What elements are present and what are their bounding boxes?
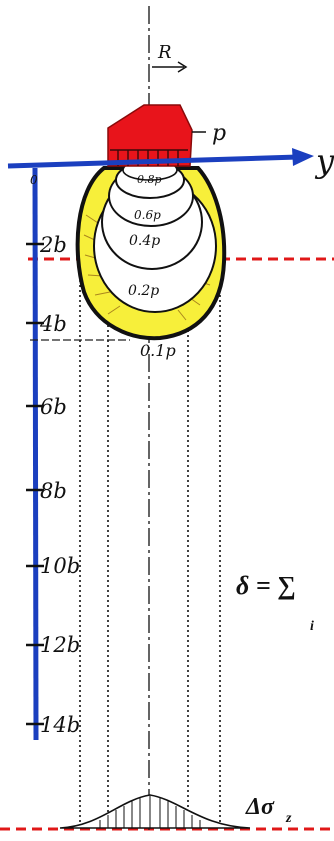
radius-dimension (152, 61, 188, 73)
depth-axis (32, 167, 39, 741)
isobar-label-0-6p: 0.6p (134, 208, 161, 222)
y-axis-label: y (314, 142, 334, 180)
depth-tick-8b: 8b (40, 479, 67, 503)
depth-tick-10b: 10b (40, 554, 80, 578)
depth-tick-2b: 2b (39, 233, 67, 257)
depth-tick-4b: 4b (39, 312, 67, 336)
stress-label-subscript: z (285, 811, 292, 826)
isobar-label-0-4p: 0.4p (129, 233, 160, 249)
formula: δ = ∑ (236, 571, 296, 600)
radius-label: R (157, 42, 172, 63)
depth-tick-14b: 14b (40, 713, 80, 737)
stress-label: Δσ (245, 794, 275, 820)
y-axis (7, 148, 314, 169)
formula-subscript: i (310, 619, 314, 634)
depth-tick-12b: 12b (40, 633, 80, 657)
load-label: p (212, 121, 226, 146)
isobar-label-0-8p: 0.8p (137, 173, 162, 186)
isobar-label-0-2p: 0.2p (128, 283, 159, 299)
stress-bulb (75, 159, 227, 341)
stress-distribution (59, 794, 251, 829)
depth-ticks (26, 242, 44, 726)
load-block (107, 104, 206, 167)
origin-label: 0 (30, 173, 38, 187)
depth-tick-6b: 6b (40, 395, 67, 419)
isobar-label-0-1p: 0.1p (140, 341, 176, 360)
